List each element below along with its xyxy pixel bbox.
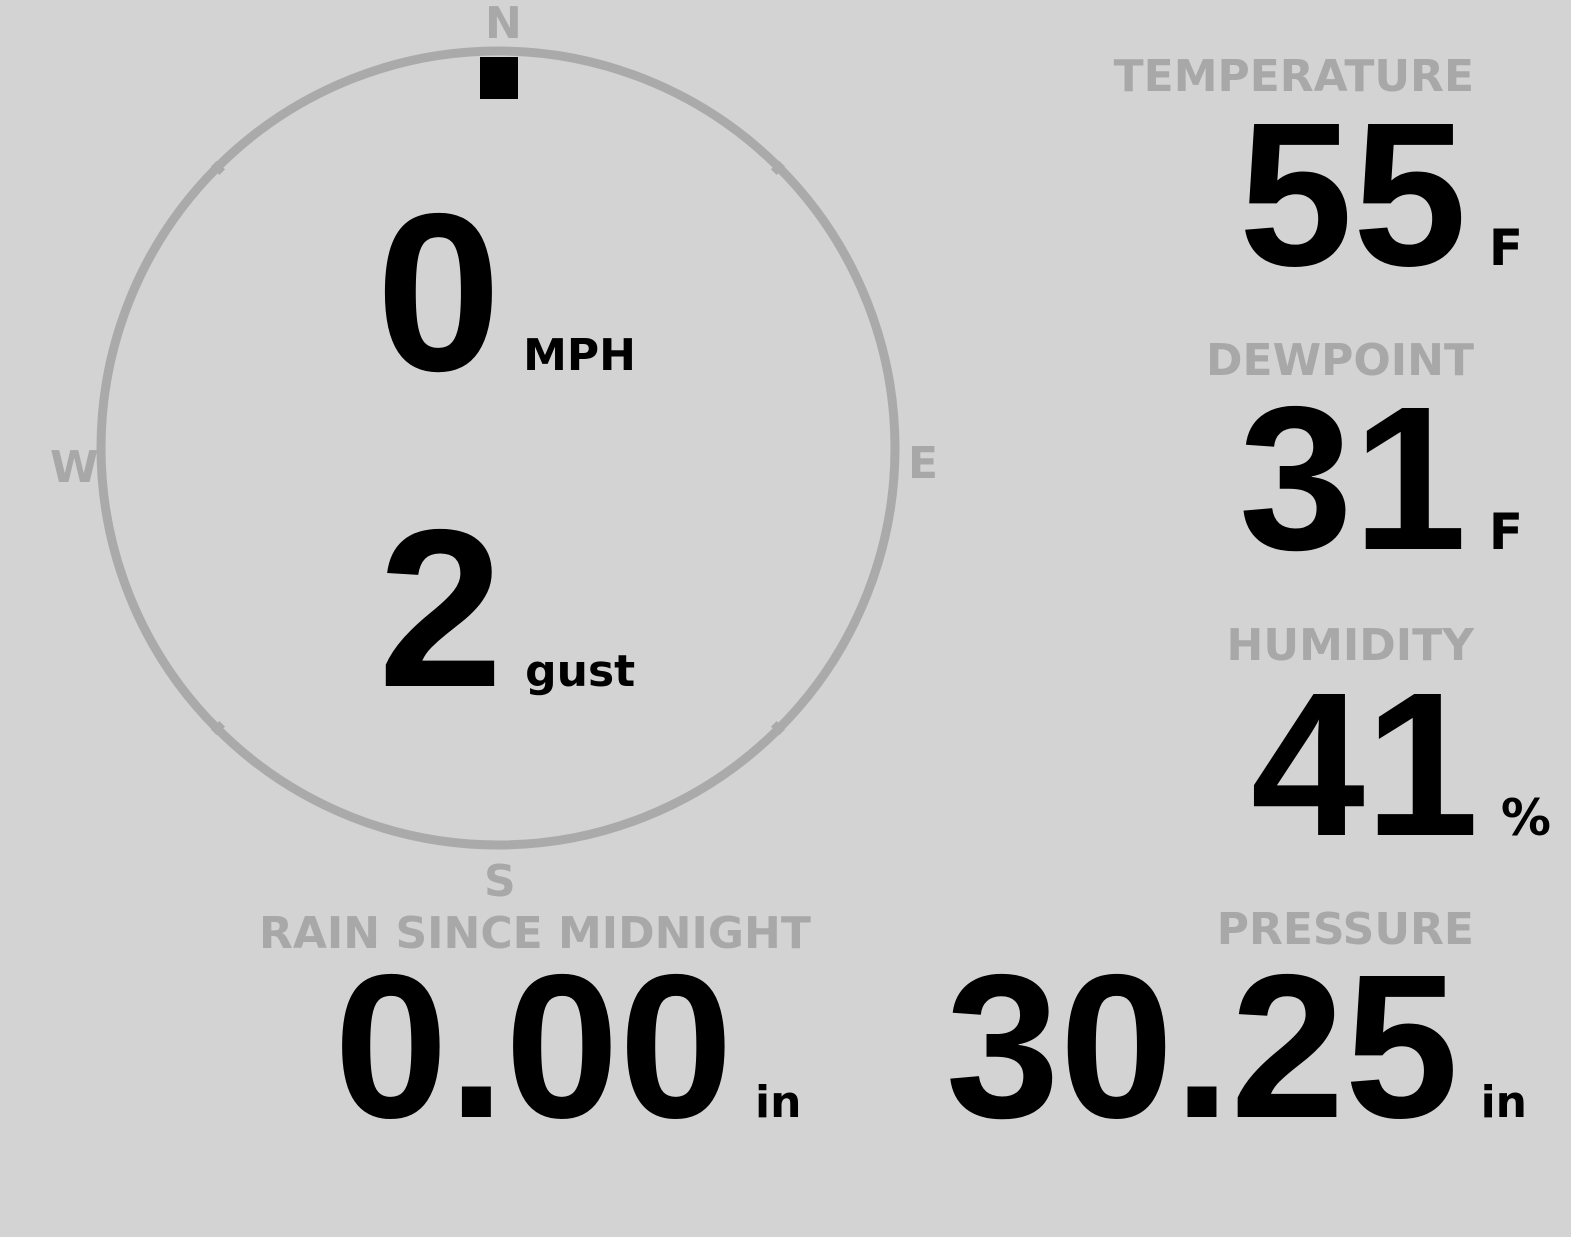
- dewpoint: 31 F: [1239, 376, 1523, 581]
- compass-north-label: N: [485, 0, 522, 49]
- wind-gust: 2 gust: [378, 496, 635, 721]
- rain: 0.00 in: [334, 944, 801, 1149]
- humidity-unit: %: [1500, 789, 1551, 847]
- temperature-value: 55: [1238, 80, 1467, 309]
- wind-gust-value: 2: [378, 482, 504, 734]
- wind-gust-unit: gust: [525, 646, 636, 697]
- dewpoint-value: 31: [1238, 364, 1467, 593]
- compass-ring: [96, 46, 900, 850]
- compass-ticks: [210, 160, 786, 736]
- compass-tick: [210, 720, 226, 736]
- rain-label: RAIN SINCE MIDNIGHT: [259, 908, 811, 959]
- pressure-value: 30.25: [945, 932, 1459, 1161]
- temperature: 55 F: [1239, 92, 1523, 297]
- wind-speed: 0 MPH: [376, 180, 636, 405]
- compass-tick: [770, 720, 786, 736]
- rain-unit: in: [755, 1077, 802, 1128]
- compass-east-label: E: [908, 438, 939, 489]
- wind-speed-value: 0: [376, 166, 502, 418]
- compass-tick: [210, 160, 226, 176]
- temperature-unit: F: [1488, 219, 1523, 277]
- humidity-value: 41: [1250, 650, 1479, 879]
- temperature-label: TEMPERATURE: [1113, 51, 1474, 102]
- pressure-unit: in: [1480, 1077, 1527, 1128]
- pressure-label: PRESSURE: [1216, 904, 1474, 955]
- dewpoint-label: DEWPOINT: [1206, 335, 1474, 386]
- pressure: 30.25 in: [946, 944, 1527, 1149]
- compass-tick: [770, 160, 786, 176]
- compass-south-label: S: [484, 856, 516, 907]
- wind-speed-unit: MPH: [523, 330, 636, 381]
- dewpoint-unit: F: [1488, 503, 1523, 561]
- rain-value: 0.00: [334, 932, 733, 1161]
- compass-west-label: W: [50, 442, 99, 493]
- wind-direction-indicator: [480, 57, 518, 99]
- humidity: 41 %: [1251, 662, 1551, 867]
- humidity-label: HUMIDITY: [1226, 620, 1474, 671]
